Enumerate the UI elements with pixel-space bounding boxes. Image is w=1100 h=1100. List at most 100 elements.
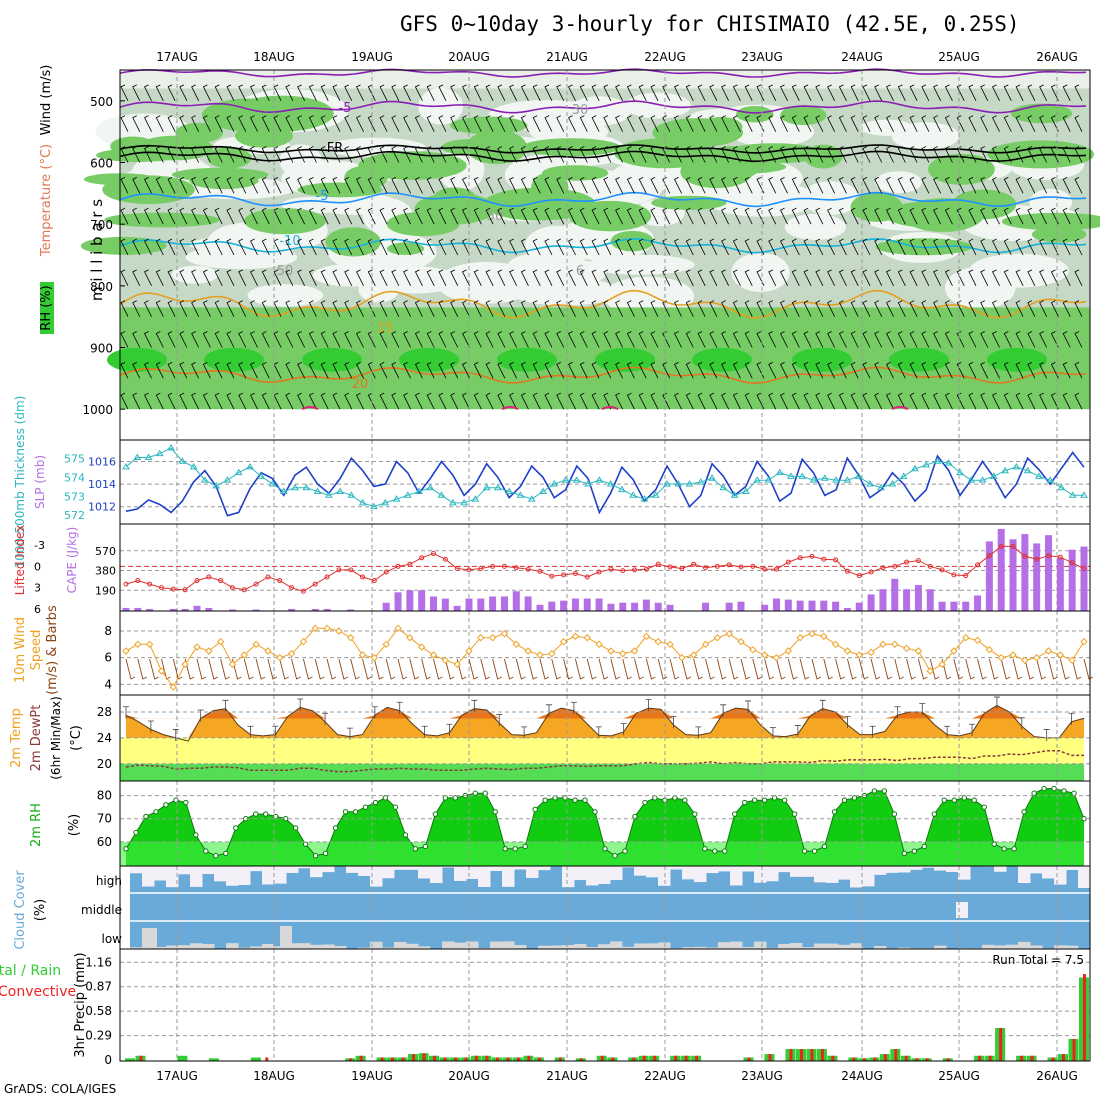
rh-marker bbox=[382, 795, 389, 801]
rh-marker bbox=[732, 811, 738, 817]
wind-barb bbox=[297, 176, 306, 194]
thickness-marker bbox=[775, 468, 784, 476]
wind-barb bbox=[933, 361, 942, 379]
cloud-low-gap bbox=[262, 944, 275, 949]
y-tick-pressure: 800 bbox=[90, 280, 113, 294]
temp-minmax-bar bbox=[645, 699, 652, 712]
wind-barb bbox=[179, 207, 188, 225]
wind-barb bbox=[579, 84, 588, 102]
wind-barb bbox=[1050, 176, 1059, 194]
cape-bar bbox=[903, 589, 911, 611]
wind-barb bbox=[403, 361, 412, 379]
wind-barb bbox=[120, 207, 129, 225]
temp-contour-minus10 bbox=[119, 68, 1087, 78]
wind-barb bbox=[638, 392, 647, 410]
rh-marker bbox=[871, 788, 878, 794]
y-tick-li: 3 bbox=[34, 582, 41, 595]
wind-barb bbox=[226, 115, 235, 132]
wind-barb bbox=[803, 207, 812, 225]
y-tick-li: -3 bbox=[34, 539, 45, 552]
contour-label: 20 bbox=[352, 377, 369, 392]
wind-barb bbox=[568, 176, 576, 194]
cloud-low-gap bbox=[490, 941, 503, 949]
thickness-marker bbox=[787, 472, 795, 479]
wind-barb bbox=[992, 331, 1000, 348]
wind-barb bbox=[968, 269, 977, 287]
wind-barb bbox=[674, 392, 682, 410]
cape-bar bbox=[323, 608, 331, 611]
wind-barb bbox=[238, 84, 247, 102]
wind-barb bbox=[344, 146, 353, 163]
wind-barb bbox=[603, 146, 612, 163]
wind-barb bbox=[1062, 269, 1071, 287]
wind-barb bbox=[827, 361, 836, 379]
wind-barb bbox=[191, 392, 200, 410]
cloud-low-gap bbox=[730, 941, 743, 949]
wind-barb bbox=[556, 115, 565, 132]
wind-barb bbox=[379, 238, 388, 256]
lifted-index-marker bbox=[407, 561, 413, 567]
precip-convective-bar bbox=[422, 1053, 426, 1061]
cloud-label: Cloud Cover bbox=[13, 870, 28, 950]
cape-bar bbox=[477, 598, 485, 611]
rh-marker bbox=[392, 804, 399, 810]
wind-barb bbox=[497, 207, 506, 225]
wind-barb bbox=[520, 176, 529, 194]
wind-barb bbox=[838, 392, 847, 410]
wind-barb bbox=[132, 207, 141, 225]
wind-barb bbox=[226, 84, 235, 102]
wind-barb bbox=[838, 115, 847, 132]
wind-barb bbox=[462, 146, 470, 163]
lifted-index-marker bbox=[277, 578, 283, 584]
wind-barb bbox=[897, 115, 906, 132]
wind-barb bbox=[438, 300, 447, 317]
wind-barb bbox=[1003, 115, 1012, 132]
wind-barb bbox=[250, 84, 258, 102]
rh-blob-moist bbox=[928, 153, 995, 185]
cloud-high-gap bbox=[538, 866, 551, 871]
lifted-index-marker bbox=[1034, 556, 1040, 562]
cloud-low-gap bbox=[850, 943, 863, 949]
cloud-low-gap bbox=[658, 942, 671, 949]
wind-barb bbox=[756, 238, 765, 256]
wind-barb bbox=[344, 207, 353, 225]
wind-barb bbox=[815, 269, 824, 287]
cloud-low-gap bbox=[454, 942, 467, 949]
rh-blob-dry bbox=[891, 122, 960, 150]
rh-marker bbox=[1011, 846, 1017, 852]
thickness-marker bbox=[741, 487, 750, 495]
date-label-bottom: 24AUG bbox=[841, 1069, 883, 1083]
wind-barb bbox=[897, 207, 906, 225]
wind-barb bbox=[921, 176, 930, 194]
precip-convective-bar bbox=[674, 1055, 678, 1061]
wind-barb-10m bbox=[681, 658, 692, 680]
cloud-high-gap bbox=[382, 866, 395, 879]
wind-barb bbox=[780, 207, 788, 225]
wind-barb bbox=[1003, 84, 1012, 102]
rh-legend-swatch bbox=[40, 282, 54, 334]
wind-barb-10m bbox=[539, 658, 550, 680]
wind-barb bbox=[815, 207, 824, 225]
rh-band-low bbox=[120, 841, 1084, 866]
thickness-marker bbox=[516, 491, 525, 498]
wind-barb bbox=[721, 207, 730, 225]
wind-speed-marker bbox=[701, 640, 710, 649]
cape-bar bbox=[1080, 546, 1088, 611]
wind-speed-marker bbox=[264, 647, 272, 655]
cloud-low-gap bbox=[778, 943, 791, 949]
wind-speed-marker bbox=[808, 629, 816, 638]
wind-barb bbox=[332, 392, 341, 410]
wind-barb bbox=[980, 207, 989, 225]
cape-bar bbox=[252, 609, 260, 611]
rh-blob-dry bbox=[509, 277, 621, 306]
wind-barb bbox=[780, 146, 788, 163]
rh-marker bbox=[811, 848, 818, 854]
cloud-high-gap bbox=[166, 866, 179, 888]
thickness-marker bbox=[201, 476, 209, 483]
wind-barb-10m bbox=[421, 658, 431, 680]
wind-barb-10m bbox=[693, 658, 703, 680]
wind-barb bbox=[202, 361, 211, 379]
cape-bar bbox=[772, 598, 780, 611]
wind-speed-marker bbox=[962, 633, 970, 642]
date-label-top: 22AUG bbox=[644, 50, 686, 64]
